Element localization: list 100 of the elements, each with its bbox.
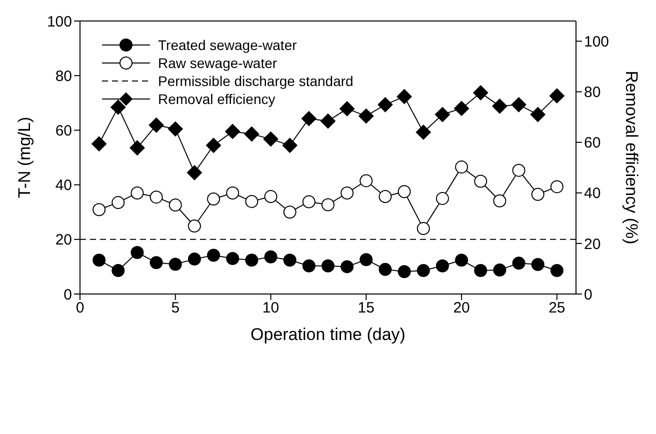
legend-label: Raw sewage-water [158, 54, 278, 72]
point [245, 194, 258, 208]
y2-tick-label: 60 [584, 134, 601, 152]
point [340, 101, 355, 116]
point [416, 124, 431, 140]
point [244, 126, 260, 142]
point [455, 160, 468, 174]
point [550, 180, 564, 194]
point [398, 185, 411, 198]
point [320, 114, 336, 129]
point [264, 190, 278, 204]
point [322, 198, 334, 212]
point [416, 264, 430, 278]
point [92, 136, 107, 152]
point [148, 118, 164, 133]
point [130, 186, 144, 200]
point [416, 222, 430, 235]
point [150, 190, 163, 204]
point [302, 259, 316, 272]
point [474, 264, 488, 278]
y-tick-label: 0 [64, 286, 72, 304]
point [340, 186, 354, 200]
point [150, 256, 163, 270]
point [436, 259, 449, 272]
x-tick-label: 0 [76, 300, 84, 317]
point [549, 88, 564, 104]
point [436, 192, 449, 205]
point [378, 262, 392, 276]
point [512, 256, 526, 270]
point [168, 121, 183, 136]
point [531, 188, 544, 201]
y-tick-label: 100 [46, 13, 72, 30]
point [455, 254, 468, 267]
point [263, 132, 278, 147]
point [226, 186, 240, 200]
point [550, 264, 564, 278]
y-axis-title: T-N (mg/L) [15, 116, 34, 198]
point [358, 108, 374, 124]
point [512, 164, 526, 177]
point [474, 174, 488, 188]
point [322, 259, 334, 272]
point [92, 203, 106, 216]
point [492, 98, 508, 114]
point [207, 248, 220, 262]
point [188, 220, 201, 233]
point [92, 254, 106, 267]
point [283, 206, 296, 219]
point [168, 198, 182, 212]
point [531, 258, 544, 272]
x-tick-label: 25 [548, 300, 566, 317]
legend-label: Permissible discharge standard [158, 72, 354, 90]
point [493, 263, 506, 276]
point [493, 194, 506, 208]
point [360, 174, 373, 188]
point [473, 85, 488, 100]
point [398, 265, 411, 278]
point [130, 140, 145, 156]
point [225, 124, 240, 139]
point [511, 97, 526, 112]
point [530, 107, 546, 122]
point [264, 250, 278, 264]
y-tick-label: 80 [55, 68, 72, 85]
y2-tick-label: 40 [584, 185, 601, 202]
x-tick-label: 15 [358, 300, 374, 317]
point [378, 97, 393, 112]
y2-tick-label: 20 [584, 236, 601, 253]
point [301, 111, 316, 126]
y-tick-label: 20 [55, 232, 72, 249]
point [168, 258, 182, 271]
x-axis-title: Operation time (day) [250, 325, 406, 344]
y-tick-label: 40 [55, 177, 72, 194]
y2-tick-label: 0 [584, 286, 592, 304]
point [378, 190, 392, 204]
point [110, 100, 126, 115]
point [360, 253, 373, 266]
point [130, 246, 144, 260]
point [396, 89, 412, 104]
y-tick-label: 60 [55, 122, 72, 140]
point [340, 260, 354, 274]
y2-tick-label: 80 [584, 84, 601, 102]
point [112, 196, 125, 210]
point [188, 252, 201, 266]
x-tick-label: 10 [262, 300, 280, 317]
point [245, 254, 258, 267]
point [282, 138, 298, 153]
point [283, 254, 296, 267]
point [434, 107, 450, 122]
y2-axis-title: Removal efficiency (%) [622, 70, 641, 244]
point [112, 264, 125, 278]
point [302, 195, 316, 208]
x-tick-label: 20 [453, 300, 470, 317]
point [454, 100, 470, 116]
legend-label: Removal efficiency [158, 90, 276, 108]
point [206, 138, 222, 153]
legend-label: Treated sewage-water [158, 36, 297, 54]
y2-tick-label: 100 [584, 34, 610, 51]
point [207, 192, 220, 206]
point [186, 165, 202, 180]
point [226, 252, 240, 266]
x-tick-label: 5 [171, 300, 180, 317]
